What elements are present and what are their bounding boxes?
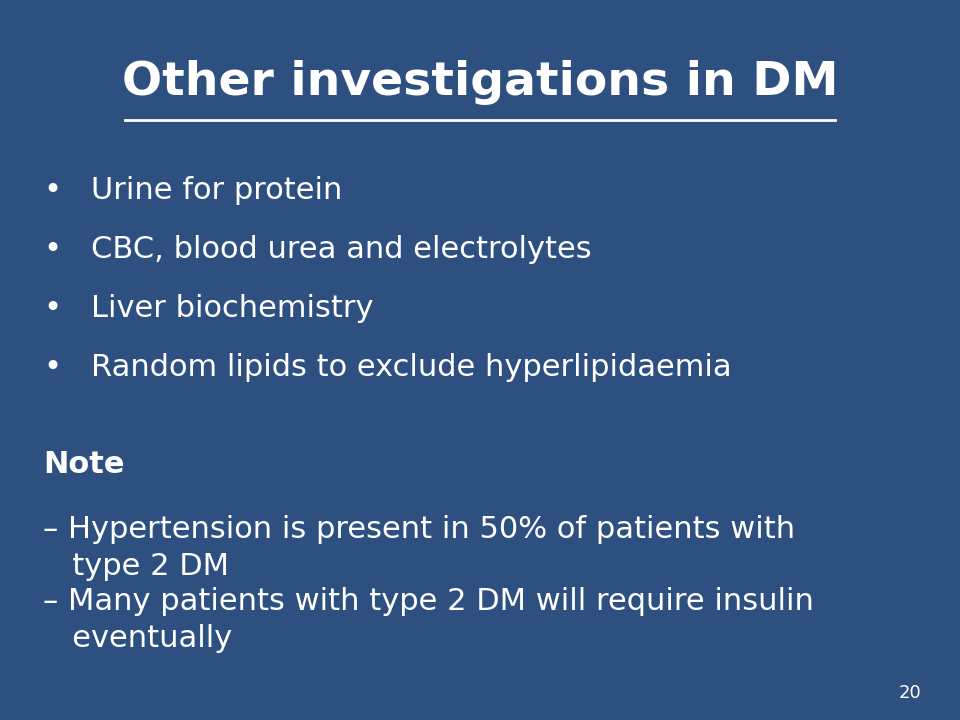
Text: •: • xyxy=(44,176,61,205)
Text: – Hypertension is present in 50% of patients with
   type 2 DM: – Hypertension is present in 50% of pati… xyxy=(43,515,795,581)
Text: CBC, blood urea and electrolytes: CBC, blood urea and electrolytes xyxy=(91,235,591,264)
Text: •: • xyxy=(44,235,61,264)
Text: Random lipids to exclude hyperlipidaemia: Random lipids to exclude hyperlipidaemia xyxy=(91,354,732,382)
Text: Liver biochemistry: Liver biochemistry xyxy=(91,294,373,323)
Text: Other investigations in DM: Other investigations in DM xyxy=(122,60,838,105)
Text: •: • xyxy=(44,354,61,382)
Text: •: • xyxy=(44,294,61,323)
Text: 20: 20 xyxy=(899,684,922,702)
Text: – Many patients with type 2 DM will require insulin
   eventually: – Many patients with type 2 DM will requ… xyxy=(43,587,814,653)
Text: Note: Note xyxy=(43,450,125,479)
Text: Urine for protein: Urine for protein xyxy=(91,176,343,205)
